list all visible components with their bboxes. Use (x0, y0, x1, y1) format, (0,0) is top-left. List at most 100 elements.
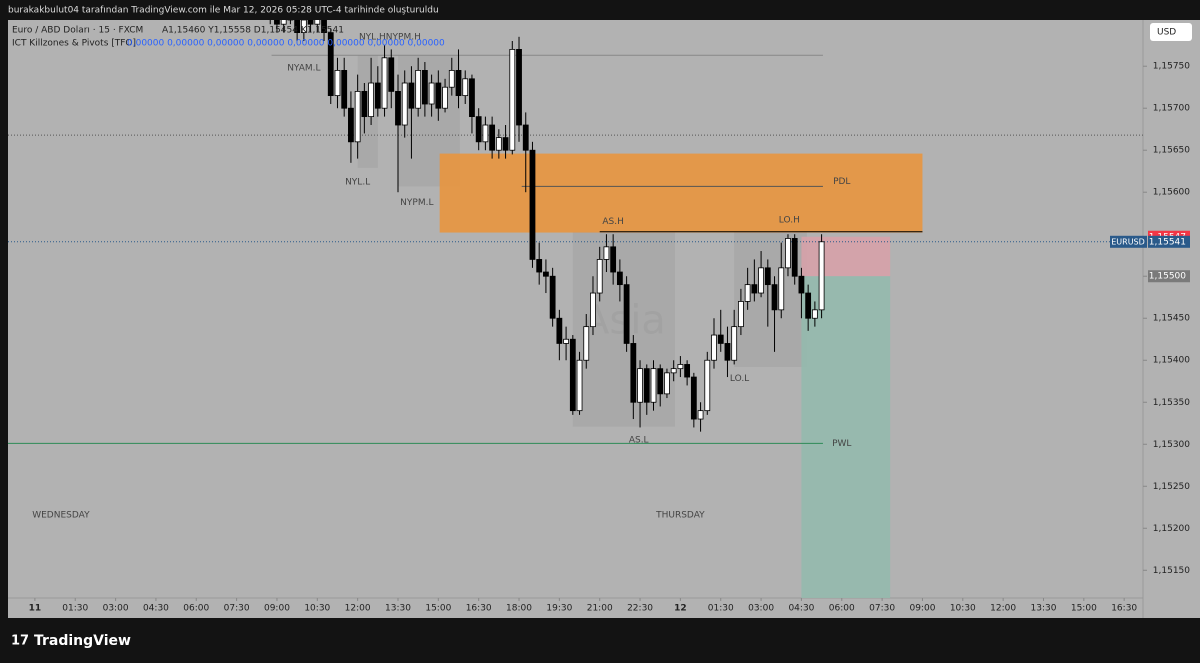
symbol-label-bg (1110, 235, 1147, 248)
ohlc: A1,15460 Y1,15558 D1,15454 K1,15541 (162, 26, 344, 36)
zone (357, 55, 378, 168)
x-tick-label: 19:30 (546, 604, 572, 614)
candle-body (616, 271, 623, 286)
candle-body (690, 376, 697, 420)
candle-body (516, 49, 522, 126)
y-tick-label: 1,15250 (1153, 482, 1190, 492)
y-tick-label: 1,15650 (1153, 146, 1190, 156)
x-tick-label: 09:00 (909, 604, 935, 614)
candle-body (596, 259, 603, 294)
candle-body (724, 343, 731, 361)
candle-body (791, 238, 798, 277)
x-tick-label: 12:00 (345, 604, 371, 614)
candle-body (697, 410, 704, 420)
y-tick-label: 1,15400 (1153, 356, 1190, 366)
candle-body (670, 368, 677, 374)
candle-body (401, 82, 408, 126)
x-tick-label: 16:30 (1111, 604, 1137, 614)
candle-body (650, 368, 657, 403)
x-tick-label: 06:00 (829, 604, 855, 614)
candle-body (623, 284, 630, 344)
x-tick-label: 13:30 (1031, 604, 1057, 614)
annotation: NYL.HNYPM.H (359, 32, 421, 42)
candle-body (280, 20, 287, 25)
annotation: NYPM.L (400, 198, 433, 208)
y-tick-label: 1,15600 (1153, 188, 1190, 198)
x-tick-label: 07:30 (224, 604, 250, 614)
candle-body (610, 246, 617, 273)
annotation: AS.H (602, 217, 624, 227)
price-label-bg (1148, 270, 1190, 283)
candle-body (300, 20, 307, 34)
candle-body (778, 267, 785, 311)
candle-body (522, 124, 529, 151)
x-tick-label: 01:30 (708, 604, 734, 614)
candle-body (307, 20, 314, 25)
annotation: AS.L (629, 436, 649, 446)
x-tick-label: 06:00 (183, 604, 209, 614)
candle-body (442, 86, 448, 109)
annotation: NYAM.L (287, 63, 320, 73)
x-tick-label: 03:00 (748, 604, 774, 614)
candle-body (509, 49, 516, 151)
x-tick-label: 09:00 (264, 604, 290, 614)
candle-body (529, 149, 536, 260)
candle-body (381, 57, 388, 109)
candle-body (771, 284, 778, 311)
x-tick-label: 11 (29, 604, 42, 614)
annotation: LO.L (730, 374, 749, 384)
x-tick-label: 12 (674, 604, 687, 614)
candle-body (274, 20, 280, 25)
y-tick-label: 1,15700 (1153, 104, 1190, 114)
x-tick-label: 03:00 (103, 604, 129, 614)
x-tick-label: 15:00 (425, 604, 451, 614)
x-tick-label: 13:30 (385, 604, 411, 614)
x-tick-label: 12:00 (990, 604, 1016, 614)
indicator-values: 0,00000 0,00000 0,00000 0,00000 0,00000 … (127, 39, 445, 49)
candle-body (475, 116, 482, 143)
candle-body (731, 326, 738, 361)
y-tick-label: 1,15350 (1153, 398, 1190, 408)
candle-body (583, 326, 590, 361)
candle-body (657, 368, 664, 395)
candle-body (354, 91, 361, 143)
currency-button[interactable] (1150, 23, 1192, 41)
annotation: THURSDAY (655, 510, 705, 520)
candle-body (576, 359, 583, 412)
x-tick-label: 04:30 (788, 604, 814, 614)
candle-body (717, 334, 724, 344)
candle-body (495, 137, 502, 151)
candle-body (334, 70, 341, 97)
candle-body (556, 317, 563, 344)
candle-body (603, 246, 610, 260)
candle-body (744, 284, 751, 302)
y-tick-label: 1,15750 (1153, 62, 1190, 72)
symbol-label: EURUSD (1111, 237, 1145, 246)
candle-body (811, 309, 818, 319)
candle-body (677, 364, 684, 370)
x-tick-label: 18:00 (506, 604, 532, 614)
zone (801, 276, 891, 598)
candle-body (294, 20, 301, 34)
logo-mark: 17 (11, 634, 29, 649)
price-label: 1,15541 (1149, 237, 1186, 247)
candle-body (462, 78, 469, 97)
candle-body (348, 107, 354, 143)
candle-body (469, 78, 475, 118)
candle-body (798, 275, 805, 294)
price-label: 1,15500 (1149, 272, 1186, 282)
candle-body (368, 82, 374, 118)
candle-body (361, 91, 368, 118)
symbol: Euro / ABD Doları · 15 · FXCM (12, 26, 143, 36)
candle-body (711, 334, 717, 361)
time-axis-bg (8, 598, 1200, 618)
candle-body (590, 292, 596, 328)
candle-body (408, 82, 415, 109)
candle-body (536, 259, 543, 273)
candle-body (664, 372, 670, 395)
annotation: PWL (832, 439, 851, 449)
y-tick-label: 1,15300 (1153, 440, 1190, 450)
candle-body (818, 241, 825, 311)
currency[interactable]: USD (1157, 28, 1176, 38)
